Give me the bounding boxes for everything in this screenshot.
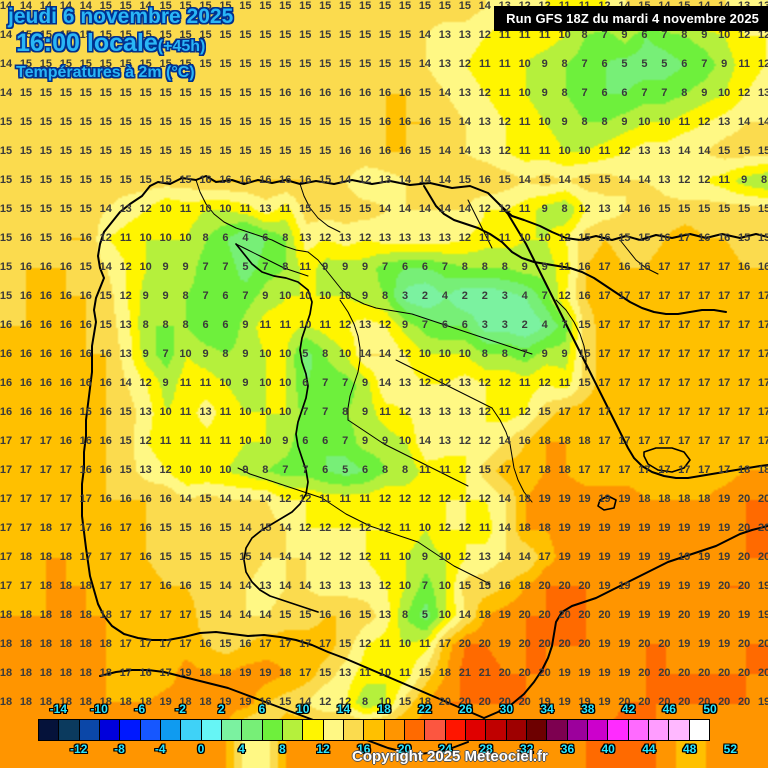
model-run-banner: Run GFS 18Z du mardi 4 novembre 2025 — [494, 6, 768, 31]
scale-tick-above: 38 — [581, 702, 595, 716]
scale-tick-above: 34 — [540, 702, 554, 716]
color-swatch-16 — [364, 720, 385, 740]
forecast-time: 16:00 locale — [16, 28, 158, 57]
parameter-label: Températures à 2m (°C) — [16, 63, 195, 81]
color-swatch-23 — [506, 720, 527, 740]
scale-tick-below: 52 — [723, 742, 738, 756]
color-swatch-32 — [689, 720, 709, 740]
scale-tick-below: 40 — [601, 742, 615, 756]
scale-tick-above: -2 — [175, 702, 186, 716]
scale-tick-above: 10 — [296, 702, 310, 716]
color-swatch-22 — [486, 720, 507, 740]
color-swatch-11 — [262, 720, 283, 740]
scale-tick-below: 44 — [642, 742, 656, 756]
scale-tick-below: 48 — [682, 742, 697, 756]
color-swatch-26 — [567, 720, 588, 740]
scale-tick-above: 6 — [258, 702, 266, 716]
color-scale[interactable]: -14 -10 -6 -2 2 6 10 14 18 22 26 30 34 38 42 46 50 -12 -8-… — [38, 702, 737, 756]
scale-tick-above: 22 — [418, 702, 432, 716]
color-swatch-9 — [221, 720, 243, 740]
color-swatch-13 — [303, 720, 324, 740]
color-swatch-3 — [99, 720, 121, 740]
color-swatch-2 — [79, 720, 100, 740]
color-swatch-24 — [526, 720, 548, 740]
color-swatch-29 — [628, 720, 649, 740]
scale-tick-below: -4 — [154, 742, 166, 756]
color-swatch-18 — [404, 720, 426, 740]
scale-tick-above: -14 — [49, 702, 68, 716]
color-swatch-10 — [242, 720, 263, 740]
color-swatch-27 — [587, 720, 609, 740]
color-scale-bar[interactable] — [38, 719, 710, 741]
color-swatch-17 — [384, 720, 405, 740]
forecast-date: jeudi 6 novembre 2025 — [8, 5, 234, 28]
color-swatch-15 — [343, 720, 365, 740]
color-swatch-0 — [39, 720, 60, 740]
color-swatch-14 — [323, 720, 344, 740]
copyright-notice: Copyright 2025 Meteociel.fr — [352, 748, 548, 765]
color-swatch-20 — [445, 720, 466, 740]
color-swatch-30 — [648, 720, 670, 740]
color-swatch-8 — [201, 720, 222, 740]
color-swatch-6 — [160, 720, 182, 740]
scale-tick-below: -8 — [114, 742, 125, 756]
scale-tick-below: 0 — [197, 742, 205, 756]
color-swatch-7 — [181, 720, 202, 740]
headline-block: jeudi 6 novembre 2025 16:00 locale(+45h)… — [8, 5, 234, 81]
color-swatch-28 — [608, 720, 629, 740]
color-swatch-25 — [547, 720, 568, 740]
scale-tick-above: -10 — [90, 702, 108, 716]
scale-tick-above: -6 — [134, 702, 146, 716]
scale-tick-below: -12 — [70, 742, 88, 756]
color-swatch-5 — [140, 720, 161, 740]
color-swatch-31 — [669, 720, 690, 740]
scale-tick-below: 8 — [279, 742, 286, 756]
scale-tick-above: 30 — [499, 702, 514, 716]
forecast-echeance: (+45h) — [157, 37, 206, 55]
scale-tick-above: 26 — [458, 702, 473, 716]
scale-tick-above: 2 — [217, 702, 225, 716]
scale-tick-below: 36 — [560, 742, 575, 756]
scale-tick-below: 32 — [520, 742, 534, 756]
forecast-time-row: 16:00 locale(+45h) — [16, 28, 233, 57]
scale-tick-below: 28 — [479, 742, 493, 756]
scale-tick-below: 12 — [316, 742, 330, 756]
scale-tick-above: 50 — [703, 702, 717, 716]
color-swatch-19 — [425, 720, 446, 740]
scale-tick-above: 18 — [377, 702, 391, 716]
scale-tick-below: 4 — [238, 742, 245, 756]
scale-tick-above: 14 — [336, 702, 351, 716]
scale-tick-above: 42 — [621, 702, 636, 716]
scale-tick-above: 46 — [662, 702, 676, 716]
color-swatch-21 — [465, 720, 487, 740]
color-swatch-1 — [59, 720, 80, 740]
color-swatch-12 — [282, 720, 304, 740]
color-swatch-4 — [120, 720, 141, 740]
